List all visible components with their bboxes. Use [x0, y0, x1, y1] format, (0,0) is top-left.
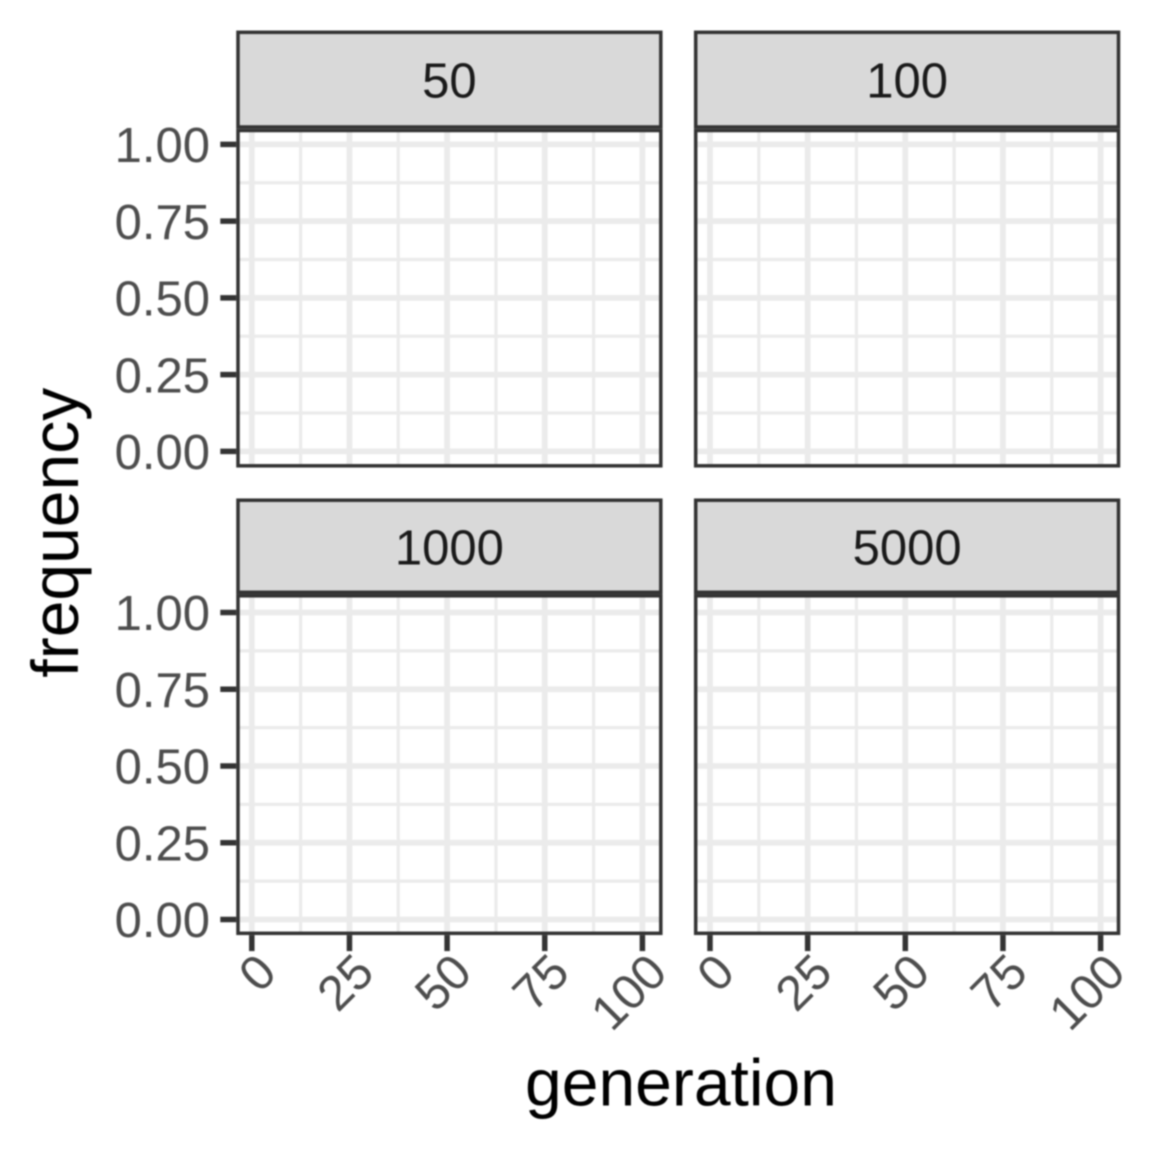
- svg-text:1.00: 1.00: [115, 119, 210, 173]
- svg-text:0.25: 0.25: [115, 349, 210, 403]
- svg-text:1.00: 1.00: [115, 587, 210, 641]
- svg-text:frequency: frequency: [18, 388, 92, 678]
- svg-text:0.75: 0.75: [115, 664, 210, 718]
- svg-text:0.50: 0.50: [115, 273, 210, 327]
- svg-text:0.00: 0.00: [115, 894, 210, 948]
- svg-text:generation: generation: [525, 1045, 837, 1119]
- svg-text:0.25: 0.25: [115, 817, 210, 871]
- svg-text:0.00: 0.00: [115, 426, 210, 480]
- svg-text:50: 50: [422, 54, 477, 108]
- svg-text:0.50: 0.50: [115, 741, 210, 795]
- svg-text:5000: 5000: [853, 522, 962, 576]
- svg-text:1000: 1000: [395, 522, 504, 576]
- svg-text:100: 100: [866, 54, 948, 108]
- svg-text:0.75: 0.75: [115, 196, 210, 250]
